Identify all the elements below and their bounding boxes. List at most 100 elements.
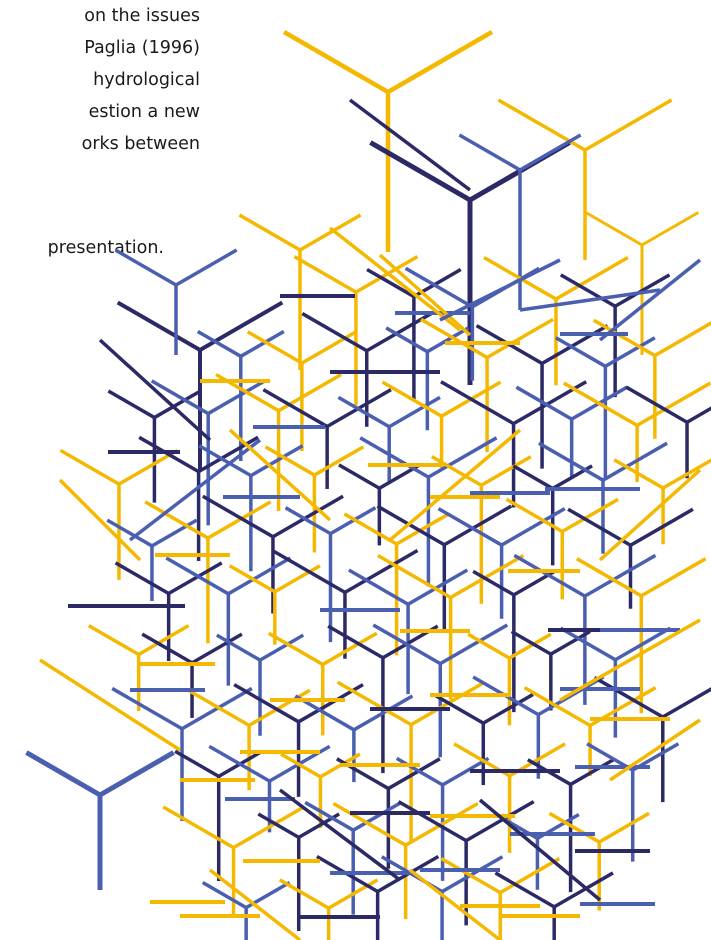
pattern-stroke-246 [395, 756, 444, 787]
pattern-stroke-258 [162, 805, 235, 850]
pattern-stroke-150 [567, 507, 632, 547]
pattern-stroke-114 [430, 455, 483, 487]
pattern-stroke-165 [347, 568, 409, 606]
pattern-stroke-268 [404, 801, 479, 847]
pattern-stroke-282 [278, 878, 330, 910]
pattern-stroke-171 [472, 569, 515, 597]
pattern-stroke-15 [114, 248, 177, 287]
pattern-stroke-91 [636, 381, 711, 427]
pattern-stroke-16 [175, 248, 238, 287]
pattern-stroke-359 [478, 798, 602, 902]
pattern-stroke-87 [515, 385, 573, 421]
pattern-stroke-353 [388, 428, 522, 542]
text-line-3: hydrological [93, 70, 200, 90]
pattern-stroke-112 [427, 436, 498, 479]
pattern-stroke-79 [388, 395, 441, 429]
pattern-stroke-344 [378, 253, 472, 337]
pattern-stroke-348 [439, 258, 561, 322]
pattern-stroke-201 [510, 630, 552, 656]
pattern-stroke-210 [187, 688, 250, 727]
pattern-stroke-160 [273, 564, 321, 594]
body-text-fragment: on the issues Paglia (1996) hydrological… [0, 0, 200, 160]
pattern-stroke-354 [39, 658, 181, 752]
pattern-stroke-90 [562, 381, 638, 427]
pattern-stroke-117 [512, 464, 554, 491]
pattern-stroke-187 [259, 633, 305, 662]
pattern-stroke-162 [271, 548, 346, 594]
pattern-stroke-186 [215, 633, 261, 662]
pattern-stroke-175 [584, 553, 657, 598]
pattern-stroke-294 [494, 871, 556, 909]
pattern-stroke-147 [505, 497, 564, 534]
pattern-stroke-240 [280, 752, 322, 779]
pattern-stroke-93 [625, 385, 688, 424]
pattern-stroke-130 [207, 500, 272, 540]
pattern-stroke-145 [500, 507, 566, 547]
pattern-stroke-81 [381, 380, 443, 418]
pattern-stroke-192 [327, 624, 384, 660]
pattern-stroke-361 [408, 868, 502, 940]
pattern-stroke-105 [264, 445, 316, 477]
pattern-stroke-183 [141, 632, 193, 665]
pattern-stroke-358 [278, 788, 402, 882]
pattern-stroke-347 [348, 98, 472, 192]
pattern-stroke-64 [653, 321, 711, 358]
pattern-stroke-63 [592, 318, 656, 358]
pattern-stroke-66 [107, 389, 156, 420]
pattern-stroke-253 [569, 758, 615, 786]
pattern-stroke-213 [233, 683, 300, 724]
pattern-stroke-351 [128, 438, 262, 542]
pattern-stroke-151 [629, 507, 694, 547]
pattern-stroke-70 [207, 379, 266, 416]
pattern-stroke-228 [523, 686, 591, 727]
pattern-stroke-169 [449, 554, 525, 600]
pattern-stroke-52 [426, 326, 470, 354]
pattern-stroke-6 [497, 98, 586, 152]
pattern-stroke-184 [191, 632, 243, 665]
pattern-stroke-0 [282, 30, 390, 94]
pattern-stroke-46 [301, 330, 358, 365]
pattern-stroke-18 [238, 213, 301, 252]
pattern-stroke-181 [137, 624, 190, 657]
pattern-stroke-121 [602, 441, 668, 482]
pattern-stroke-259 [232, 805, 305, 850]
pattern-stroke-1 [386, 30, 494, 94]
pattern-stroke-168 [377, 554, 452, 600]
pattern-stroke-3 [369, 140, 472, 203]
text-line-1: on the issues [84, 6, 200, 26]
pattern-stroke-157 [227, 556, 292, 596]
pattern-stroke-205 [614, 626, 672, 662]
pattern-stroke-204 [559, 626, 617, 662]
pattern-stroke-103 [249, 444, 304, 478]
pattern-stroke-345 [98, 338, 212, 442]
pattern-stroke-39 [559, 273, 617, 308]
pattern-stroke-166 [407, 568, 469, 606]
pattern-stroke-355 [598, 468, 702, 562]
pattern-stroke-153 [114, 561, 170, 596]
pattern-stroke-223 [482, 692, 534, 725]
pattern-stroke-283 [327, 878, 379, 910]
pattern-stroke-178 [640, 557, 707, 598]
pattern-stroke-37 [555, 255, 629, 301]
pattern-stroke-211 [248, 688, 311, 727]
pattern-stroke-154 [167, 561, 223, 596]
pattern-stroke-25 [641, 211, 700, 247]
pattern-stroke-279 [201, 880, 248, 910]
pattern-stroke-261 [257, 812, 300, 839]
pattern-stroke-100 [197, 435, 259, 474]
pattern-stroke-295 [553, 871, 614, 909]
pattern-stroke-163 [344, 548, 419, 594]
pattern-stroke-276 [548, 811, 601, 844]
pattern-stroke-159 [228, 564, 276, 594]
pattern-stroke-45 [246, 330, 303, 365]
pattern-stroke-202 [549, 630, 591, 656]
pattern-stroke-148 [561, 497, 619, 534]
pattern-stroke-222 [432, 692, 485, 725]
pattern-stroke-177 [575, 557, 643, 598]
pattern-stroke-22 [98, 750, 175, 798]
pattern-stroke-360 [208, 868, 302, 940]
pattern-stroke-10 [519, 133, 582, 172]
pattern-stroke-270 [397, 800, 468, 843]
pattern-stroke-127 [151, 518, 198, 548]
pattern-stroke-138 [343, 512, 398, 546]
